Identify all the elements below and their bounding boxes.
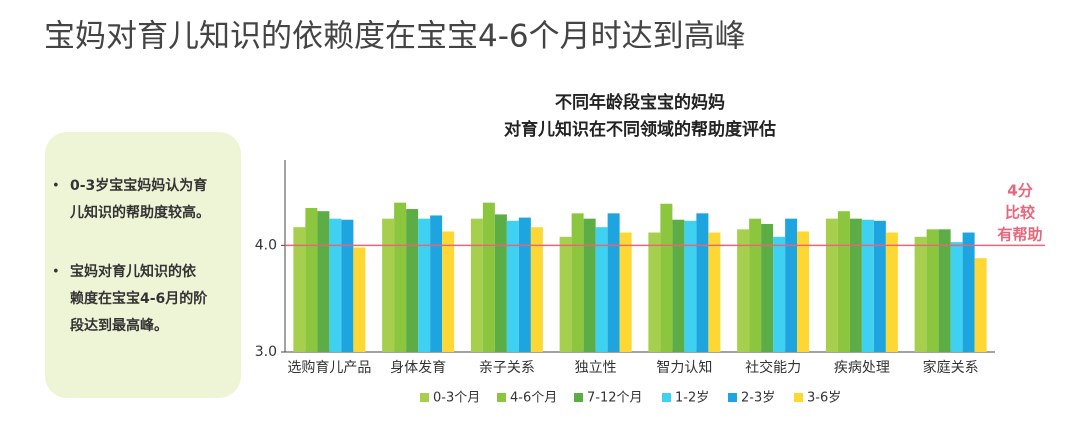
reference-label: 比较 [1005, 204, 1035, 222]
legend-label: 0-3个月 [433, 391, 480, 406]
note-line: 赖度在宝宝4-6月的阶 [70, 290, 208, 307]
bar [861, 219, 874, 352]
bar [926, 229, 939, 352]
bullet: • [52, 179, 60, 194]
bar [962, 232, 975, 352]
bar [583, 218, 596, 352]
bar [317, 211, 330, 352]
bar [305, 208, 318, 352]
bar [696, 213, 709, 352]
bar [974, 258, 987, 352]
bar [885, 232, 898, 352]
bar [353, 247, 366, 352]
x-tick-label: 智力认知 [656, 359, 712, 376]
note-line: 儿知识的帮助度较高。 [69, 204, 210, 221]
note-line: 0-3岁宝宝妈妈认为育 [70, 177, 207, 194]
bar [518, 217, 531, 352]
legend-label: 3-6岁 [807, 391, 841, 406]
bar [938, 229, 951, 352]
bar [684, 220, 697, 352]
reference-label: 4分 [1007, 182, 1032, 200]
y-tick-label: 4.0 [255, 237, 277, 253]
x-tick-label: 亲子关系 [479, 360, 535, 376]
bar [571, 213, 584, 352]
bar [873, 220, 886, 352]
bar [785, 218, 798, 352]
bar [837, 211, 850, 352]
legend-label: 1-2岁 [675, 391, 709, 406]
legend-label: 4-6个月 [510, 391, 557, 406]
x-tick-label: 独立性 [575, 360, 617, 376]
bar [797, 231, 810, 352]
x-tick-label: 选购育儿产品 [287, 360, 371, 376]
legend-label: 2-3岁 [741, 391, 775, 406]
x-tick-label: 家庭关系 [923, 359, 979, 376]
bar [406, 209, 419, 352]
bar [341, 219, 354, 352]
bar [749, 218, 762, 352]
bar [660, 203, 673, 352]
bar [773, 236, 786, 352]
bullet: • [52, 265, 60, 280]
bar [619, 232, 632, 352]
bar [418, 218, 431, 352]
bar [825, 218, 838, 352]
x-tick-label: 身体发育 [390, 360, 446, 376]
bar [761, 224, 774, 352]
bar [607, 213, 620, 352]
note-line: 段达到最高峰。 [70, 317, 168, 334]
slide-title: 宝妈对育儿知识的依赖度在宝宝4-6个月时达到高峰 [44, 19, 746, 55]
bar [442, 231, 455, 352]
bar [648, 232, 661, 352]
legend-swatch [794, 393, 803, 402]
bar [737, 229, 750, 352]
bar [494, 214, 507, 352]
bar [708, 232, 721, 352]
chart-title: 不同年龄段宝宝的妈妈 [555, 92, 725, 113]
y-tick-label: 3.0 [255, 344, 277, 360]
chart-title: 对育儿知识在不同领域的帮助度评估 [504, 119, 776, 140]
note-line: 宝妈对育儿知识的依 [70, 263, 197, 280]
bar [672, 219, 685, 352]
bar [430, 215, 443, 352]
bar [950, 242, 963, 352]
bar [595, 227, 608, 352]
bar [914, 236, 927, 352]
legend-label: 7-12个月 [587, 391, 643, 406]
notes-box [45, 132, 241, 398]
bar [329, 218, 342, 352]
bar [849, 218, 862, 352]
bar [506, 220, 519, 352]
x-tick-label: 疾病处理 [834, 360, 890, 376]
legend-swatch [574, 393, 583, 402]
reference-label: 有帮助 [997, 226, 1042, 244]
legend-swatch [728, 393, 737, 402]
legend-swatch [420, 393, 429, 402]
bar [559, 236, 572, 352]
x-tick-label: 社交能力 [745, 359, 801, 376]
bar [530, 227, 543, 352]
bar [382, 218, 395, 352]
legend-swatch [662, 393, 671, 402]
legend-swatch [497, 393, 506, 402]
bar [394, 202, 407, 352]
bar [293, 227, 306, 352]
bar [470, 218, 483, 352]
bar [482, 202, 495, 352]
